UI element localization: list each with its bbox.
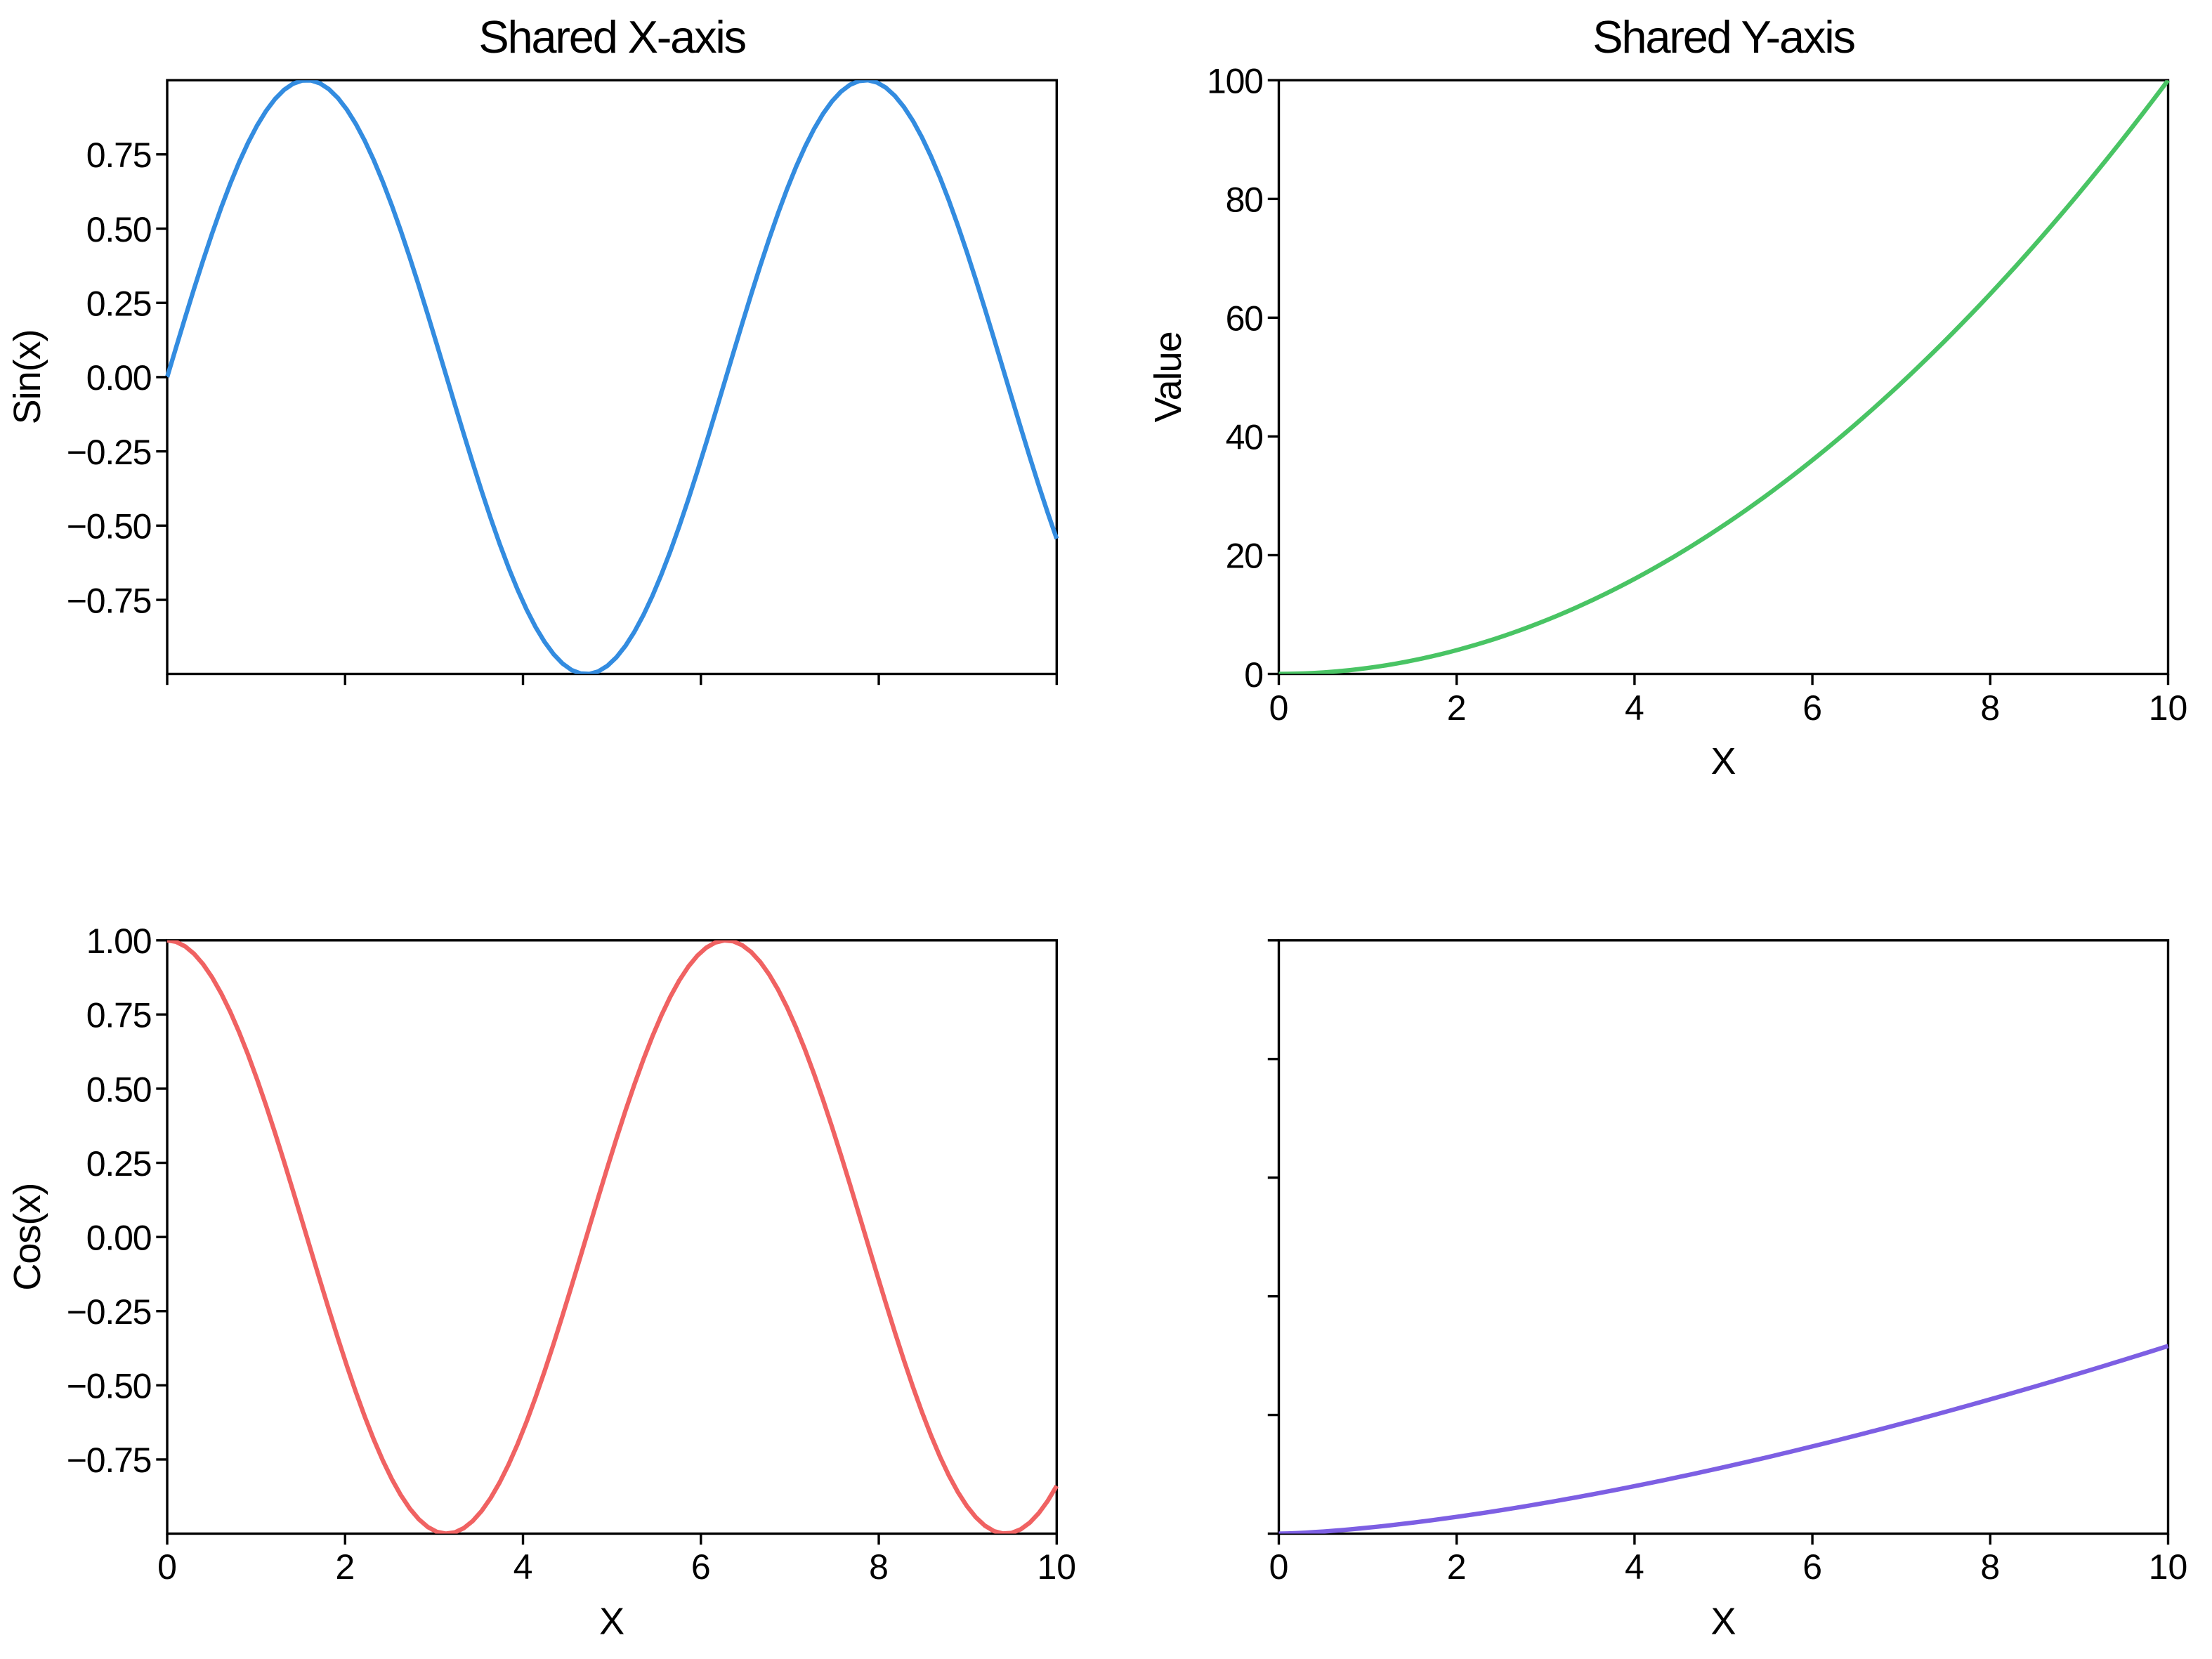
- svg-text:Shared X-axis: Shared X-axis: [478, 11, 745, 63]
- svg-text:0.00: 0.00: [86, 358, 152, 398]
- svg-text:6: 6: [1802, 1547, 1822, 1587]
- svg-text:Value: Value: [1147, 332, 1189, 422]
- svg-text:0.00: 0.00: [86, 1218, 152, 1257]
- svg-text:20: 20: [1226, 537, 1263, 576]
- svg-text:0.75: 0.75: [86, 996, 152, 1035]
- svg-text:−0.50: −0.50: [67, 1367, 152, 1406]
- svg-text:X: X: [1710, 740, 1736, 782]
- svg-text:80: 80: [1226, 181, 1263, 220]
- svg-text:0: 0: [1269, 1547, 1289, 1587]
- svg-text:6: 6: [1802, 688, 1822, 728]
- svg-text:60: 60: [1226, 299, 1263, 339]
- svg-text:8: 8: [869, 1547, 889, 1587]
- svg-text:−0.75: −0.75: [67, 581, 152, 620]
- svg-text:2: 2: [1447, 1547, 1467, 1587]
- svg-text:1.00: 1.00: [86, 922, 152, 961]
- svg-text:8: 8: [1980, 688, 2000, 728]
- svg-text:0: 0: [1269, 688, 1289, 728]
- svg-text:Shared Y-axis: Shared Y-axis: [1592, 11, 1854, 63]
- svg-text:Sin(x): Sin(x): [6, 329, 48, 424]
- svg-text:−0.50: −0.50: [67, 507, 152, 546]
- svg-text:2: 2: [1447, 688, 1467, 728]
- svg-text:0.50: 0.50: [86, 1070, 152, 1109]
- svg-text:4: 4: [1625, 1547, 1644, 1587]
- svg-text:4: 4: [513, 1547, 533, 1587]
- svg-text:0: 0: [1244, 655, 1263, 695]
- svg-text:X: X: [1710, 1600, 1736, 1642]
- svg-text:10: 10: [1037, 1547, 1076, 1587]
- svg-text:10: 10: [2149, 1547, 2188, 1587]
- svg-text:8: 8: [1980, 1547, 2000, 1587]
- svg-text:2: 2: [335, 1547, 355, 1587]
- svg-text:0.75: 0.75: [86, 136, 152, 175]
- svg-text:Cos(x): Cos(x): [6, 1183, 48, 1291]
- svg-text:−0.75: −0.75: [67, 1441, 152, 1480]
- svg-text:0: 0: [157, 1547, 177, 1587]
- svg-text:6: 6: [691, 1547, 711, 1587]
- svg-text:X: X: [599, 1600, 624, 1642]
- svg-text:40: 40: [1226, 418, 1263, 457]
- svg-text:4: 4: [1625, 688, 1644, 728]
- svg-text:−0.25: −0.25: [67, 433, 152, 472]
- svg-text:10: 10: [2149, 688, 2188, 728]
- svg-text:0.50: 0.50: [86, 210, 152, 249]
- svg-text:0.25: 0.25: [86, 1144, 152, 1183]
- svg-text:0.25: 0.25: [86, 284, 152, 324]
- svg-text:−0.25: −0.25: [67, 1292, 152, 1332]
- svg-text:100: 100: [1207, 62, 1263, 101]
